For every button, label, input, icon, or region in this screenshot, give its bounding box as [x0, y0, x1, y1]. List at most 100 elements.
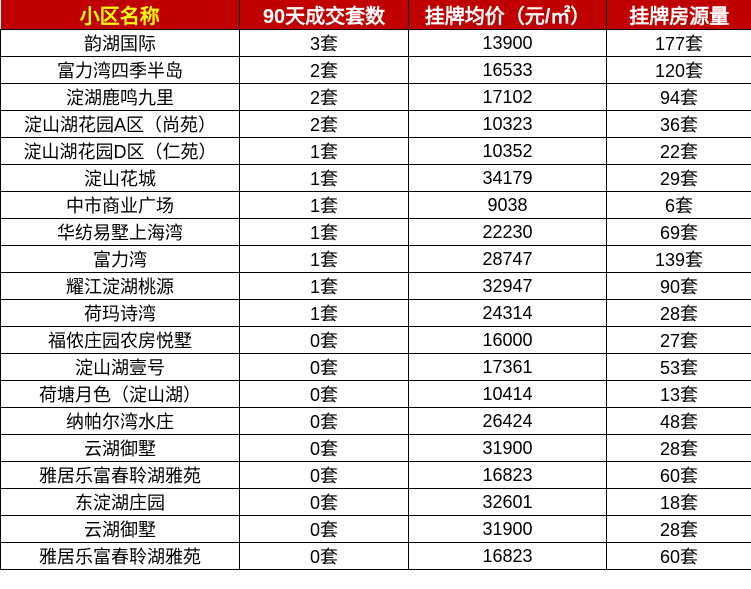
listings-count-cell: 27套	[606, 326, 751, 354]
table-row: 中市商业广场 1套 9038 6套	[0, 191, 751, 219]
deals-90d-cell: 0套	[239, 488, 409, 516]
deals-90d-cell: 0套	[239, 542, 409, 570]
listings-count-cell: 53套	[606, 353, 751, 381]
community-name-cell: 淀山湖花园D区（仁苑）	[0, 137, 240, 165]
listings-count-cell: 60套	[606, 542, 751, 570]
listings-count-cell: 6套	[606, 191, 751, 219]
column-header-deals-90d: 90天成交套数	[239, 0, 409, 30]
listings-count-cell: 28套	[606, 434, 751, 462]
deals-90d-cell: 1套	[239, 245, 409, 273]
avg-price-cell: 10323	[408, 110, 607, 138]
deals-90d-cell: 1套	[239, 137, 409, 165]
listings-count-cell: 177套	[606, 29, 751, 57]
table-row: 淀山湖花园D区（仁苑） 1套 10352 22套	[0, 137, 751, 165]
table-row: 云湖御墅 0套 31900 28套	[0, 434, 751, 462]
column-header-community-name: 小区名称	[0, 0, 240, 30]
deals-90d-cell: 1套	[239, 299, 409, 327]
community-name-cell: 雅居乐富春聆湖雅苑	[0, 461, 240, 489]
deals-90d-cell: 0套	[239, 353, 409, 381]
table-row: 荷玛诗湾 1套 24314 28套	[0, 299, 751, 327]
listings-count-cell: 120套	[606, 56, 751, 84]
community-name-cell: 耀江淀湖桃源	[0, 272, 240, 300]
community-name-cell: 淀湖鹿鸣九里	[0, 83, 240, 111]
avg-price-cell: 31900	[408, 515, 607, 543]
listings-count-cell: 28套	[606, 299, 751, 327]
community-name-cell: 纳帕尔湾水庄	[0, 407, 240, 435]
avg-price-cell: 17102	[408, 83, 607, 111]
community-name-cell: 雅居乐富春聆湖雅苑	[0, 542, 240, 570]
community-name-cell: 荷玛诗湾	[0, 299, 240, 327]
community-name-cell: 东淀湖庄园	[0, 488, 240, 516]
deals-90d-cell: 1套	[239, 191, 409, 219]
community-name-cell: 淀山花城	[0, 164, 240, 192]
listings-count-cell: 29套	[606, 164, 751, 192]
listings-count-cell: 48套	[606, 407, 751, 435]
avg-price-cell: 32601	[408, 488, 607, 516]
table-row: 纳帕尔湾水庄 0套 26424 48套	[0, 407, 751, 435]
listings-count-cell: 139套	[606, 245, 751, 273]
listings-count-cell: 90套	[606, 272, 751, 300]
listings-count-cell: 18套	[606, 488, 751, 516]
avg-price-cell: 10414	[408, 380, 607, 408]
table-row: 富力湾四季半岛 2套 16533 120套	[0, 56, 751, 84]
listings-count-cell: 94套	[606, 83, 751, 111]
avg-price-cell: 13900	[408, 29, 607, 57]
table-row: 福侬庄园农房悦墅 0套 16000 27套	[0, 326, 751, 354]
deals-90d-cell: 1套	[239, 164, 409, 192]
table-row: 耀江淀湖桃源 1套 32947 90套	[0, 272, 751, 300]
community-name-cell: 富力湾	[0, 245, 240, 273]
listings-count-cell: 60套	[606, 461, 751, 489]
listings-count-cell: 36套	[606, 110, 751, 138]
avg-price-cell: 32947	[408, 272, 607, 300]
listings-table: 小区名称 90天成交套数 挂牌均价（元/㎡） 挂牌房源量 韵湖国际 3套 13900…	[0, 0, 751, 570]
deals-90d-cell: 0套	[239, 515, 409, 543]
header-row: 小区名称 90天成交套数 挂牌均价（元/㎡） 挂牌房源量	[0, 0, 751, 30]
avg-price-cell: 31900	[408, 434, 607, 462]
listings-count-cell: 13套	[606, 380, 751, 408]
table-row: 雅居乐富春聆湖雅苑 0套 16823 60套	[0, 461, 751, 489]
community-name-cell: 华纺易墅上海湾	[0, 218, 240, 246]
deals-90d-cell: 0套	[239, 407, 409, 435]
deals-90d-cell: 0套	[239, 380, 409, 408]
deals-90d-cell: 2套	[239, 83, 409, 111]
listings-count-cell: 28套	[606, 515, 751, 543]
community-name-cell: 云湖御墅	[0, 434, 240, 462]
community-name-cell: 韵湖国际	[0, 29, 240, 57]
deals-90d-cell: 0套	[239, 461, 409, 489]
table-row: 淀山湖壹号 0套 17361 53套	[0, 353, 751, 381]
avg-price-cell: 28747	[408, 245, 607, 273]
table-row: 淀山花城 1套 34179 29套	[0, 164, 751, 192]
deals-90d-cell: 1套	[239, 218, 409, 246]
deals-90d-cell: 0套	[239, 434, 409, 462]
community-name-cell: 云湖御墅	[0, 515, 240, 543]
community-name-cell: 荷塘月色（淀山湖）	[0, 380, 240, 408]
deals-90d-cell: 3套	[239, 29, 409, 57]
community-name-cell: 福侬庄园农房悦墅	[0, 326, 240, 354]
deals-90d-cell: 2套	[239, 56, 409, 84]
avg-price-cell: 17361	[408, 353, 607, 381]
community-name-cell: 富力湾四季半岛	[0, 56, 240, 84]
table-row: 云湖御墅 0套 31900 28套	[0, 515, 751, 543]
table-row: 华纺易墅上海湾 1套 22230 69套	[0, 218, 751, 246]
avg-price-cell: 9038	[408, 191, 607, 219]
table-row: 淀山湖花园A区（尚苑） 2套 10323 36套	[0, 110, 751, 138]
avg-price-cell: 34179	[408, 164, 607, 192]
table-header: 小区名称 90天成交套数 挂牌均价（元/㎡） 挂牌房源量	[0, 0, 751, 30]
community-name-cell: 淀山湖花园A区（尚苑）	[0, 110, 240, 138]
avg-price-cell: 16823	[408, 542, 607, 570]
community-name-cell: 淀山湖壹号	[0, 353, 240, 381]
avg-price-cell: 10352	[408, 137, 607, 165]
avg-price-cell: 22230	[408, 218, 607, 246]
table-row: 韵湖国际 3套 13900 177套	[0, 29, 751, 57]
avg-price-cell: 26424	[408, 407, 607, 435]
table-row: 淀湖鹿鸣九里 2套 17102 94套	[0, 83, 751, 111]
community-name-cell: 中市商业广场	[0, 191, 240, 219]
avg-price-cell: 24314	[408, 299, 607, 327]
table-body: 韵湖国际 3套 13900 177套 富力湾四季半岛 2套 16533 120套 淀湖鹿鸣九里 2…	[0, 29, 751, 570]
deals-90d-cell: 2套	[239, 110, 409, 138]
avg-price-cell: 16533	[408, 56, 607, 84]
table-row: 富力湾 1套 28747 139套	[0, 245, 751, 273]
avg-price-cell: 16000	[408, 326, 607, 354]
table-row: 雅居乐富春聆湖雅苑 0套 16823 60套	[0, 542, 751, 570]
